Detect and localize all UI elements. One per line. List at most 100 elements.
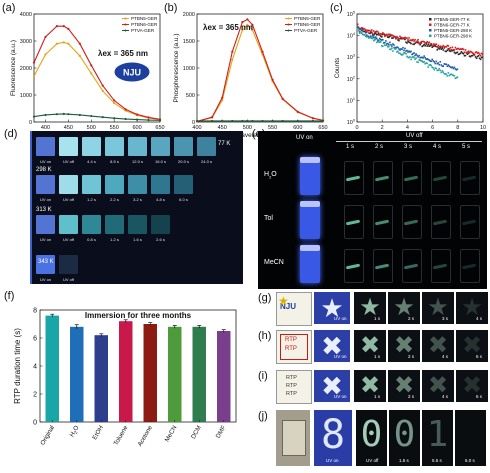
sample-square (151, 215, 170, 234)
x-tick-label: DCM (190, 425, 203, 441)
decay-point (429, 60, 432, 62)
series-point (231, 119, 234, 123)
y-tick-label: 1000 (20, 93, 32, 99)
time-label: 2 s (408, 394, 415, 399)
decay-point (356, 23, 359, 26)
x-tick-label: MeCN (164, 425, 179, 444)
decay-point (413, 52, 415, 54)
decay-point (445, 46, 448, 48)
uv-on-tile (314, 292, 350, 324)
x-tick-label: 400 (192, 125, 201, 131)
decay-point (359, 28, 362, 31)
time-label: 6.0 s (179, 197, 188, 202)
y-tick-label: 0 (29, 120, 32, 126)
decay-point (366, 29, 369, 32)
afterglow-shape: ✖ (427, 372, 449, 399)
uv-off-header: UV off (406, 133, 423, 139)
decay-point (417, 41, 419, 43)
vial-afterglow (402, 161, 422, 195)
card-star: ★ (278, 294, 289, 308)
series-point (147, 119, 150, 122)
decay-point (443, 46, 446, 48)
decay-point (364, 30, 367, 32)
decay-point (403, 37, 405, 39)
decay-point (396, 46, 398, 48)
sample-square (197, 137, 216, 156)
decay-point (402, 53, 404, 56)
decay-point (446, 65, 449, 68)
y-tick-label: 100 (347, 119, 355, 127)
vial-afterglow (431, 161, 451, 195)
time-label: UV on (39, 197, 52, 202)
decay-point (433, 45, 436, 47)
decay-point (427, 43, 429, 46)
x-tick-label: 10 (480, 125, 486, 131)
decay-point (450, 48, 453, 51)
vial-uv-on (300, 245, 320, 283)
decay-point (456, 76, 459, 79)
bar (143, 324, 157, 422)
series-point (246, 119, 249, 123)
decay-point (412, 52, 414, 55)
afterglow-shape: ✖ (393, 372, 415, 399)
decay-point (357, 29, 360, 32)
series-point (55, 25, 59, 28)
sample-square (128, 137, 147, 156)
afterglow-shape: ✖ (359, 372, 381, 399)
time-label: 6 s (476, 354, 483, 359)
uv-off-bracket (336, 141, 482, 142)
decay-point (419, 59, 421, 62)
decay-point (437, 62, 440, 64)
decay-point (362, 28, 365, 30)
decay-point (476, 55, 479, 58)
decay-point (372, 36, 375, 39)
afterglow-digit: 0 (360, 414, 383, 455)
decay-point (442, 49, 445, 51)
decay-point (358, 30, 361, 33)
vial-afterglow (431, 249, 451, 283)
decay-point (449, 73, 452, 76)
afterglow-shape: ★ (427, 294, 449, 321)
x-tick-label: 8 (456, 125, 459, 131)
decay-point (409, 51, 411, 53)
decay-point (441, 47, 444, 50)
x-tick-label: H2O (69, 424, 81, 438)
decay-point (444, 63, 447, 66)
decay-point (455, 76, 458, 79)
decay-point (430, 64, 433, 67)
decay-point (464, 49, 467, 51)
series-point (147, 116, 150, 119)
afterglow-tile (389, 410, 420, 466)
decay-point (437, 69, 440, 72)
decay-point (411, 53, 413, 56)
decay-point (392, 50, 394, 52)
series-point (67, 113, 70, 116)
decay-point (474, 56, 477, 58)
decay-point (460, 50, 463, 53)
series-point (62, 41, 65, 44)
decay-point (368, 32, 371, 35)
decay-point (434, 43, 437, 46)
decay-point (369, 35, 372, 37)
legend-label: PTBN5-GER (294, 16, 321, 21)
y-tick-label: 0 (192, 120, 195, 126)
y-tick-label: 103 (347, 54, 355, 62)
decay-point (430, 44, 433, 46)
legend-label: PTBN6-GER (131, 22, 158, 27)
decay-point (361, 28, 364, 31)
afterglow-tile (422, 410, 453, 466)
sample-square (36, 215, 55, 234)
decay-point (374, 38, 377, 41)
decay-point (389, 41, 391, 44)
decay-point (366, 34, 369, 37)
decay-point (438, 67, 441, 70)
decay-point (408, 56, 410, 59)
decay-point (399, 35, 401, 38)
series-point (32, 61, 36, 64)
decay-point (445, 63, 448, 66)
series-point (113, 99, 116, 102)
decay-point (435, 67, 438, 70)
decay-point (466, 51, 469, 53)
time-label: 3.2 s (133, 197, 142, 202)
decay-point (423, 60, 425, 63)
